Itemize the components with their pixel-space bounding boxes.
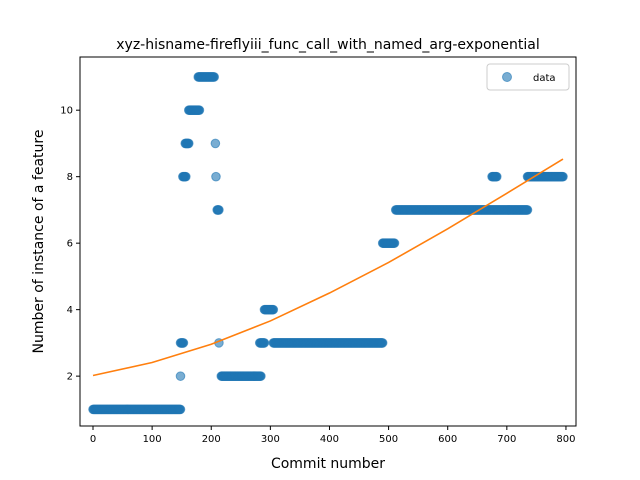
plot-area xyxy=(80,57,576,426)
data-point xyxy=(491,171,502,182)
y-axis-ticks: 2 4 6 8 10 xyxy=(60,106,80,383)
legend-box xyxy=(486,63,570,91)
data-point xyxy=(194,105,205,115)
x-axis-ticks: 0 100 200 300 400 500 600 700 800 xyxy=(90,426,575,445)
x-tick-label: 0 xyxy=(90,434,96,445)
x-tick-label: 700 xyxy=(497,434,516,445)
data-point xyxy=(214,205,224,215)
data-points xyxy=(88,72,568,415)
chart-title: xyz-hisname-fireflyiii_func_call_with_na… xyxy=(116,37,540,53)
data-point xyxy=(209,72,219,82)
y-tick-label: 10 xyxy=(60,106,73,117)
x-tick-label: 800 xyxy=(556,434,575,445)
legend-label-data: data xyxy=(533,73,556,84)
data-point xyxy=(522,205,533,215)
x-tick-label: 500 xyxy=(379,434,398,445)
y-tick-label: 8 xyxy=(67,172,73,183)
fit-line-group xyxy=(92,158,564,377)
data-point xyxy=(558,171,568,182)
data-point xyxy=(389,238,400,248)
x-tick-label: 100 xyxy=(143,434,162,445)
data-point xyxy=(175,404,186,415)
data-point xyxy=(211,171,221,182)
legend-marker-data xyxy=(502,72,512,82)
x-tick-label: 200 xyxy=(202,434,221,445)
x-tick-label: 300 xyxy=(261,434,280,445)
data-point xyxy=(181,171,191,182)
data-point xyxy=(259,338,270,348)
y-axis-label: Number of instance of a feature xyxy=(31,130,47,354)
x-tick-label: 400 xyxy=(320,434,339,445)
fit-line xyxy=(92,158,564,377)
legend: data xyxy=(486,63,570,91)
x-tick-label: 600 xyxy=(438,434,457,445)
x-axis-label: Commit number xyxy=(271,456,385,472)
y-tick-label: 6 xyxy=(67,239,73,250)
y-tick-label: 4 xyxy=(67,305,73,316)
data-point xyxy=(256,371,266,381)
data-point xyxy=(183,138,194,149)
plot-frame xyxy=(79,56,577,427)
data-point xyxy=(377,338,388,348)
y-tick-label: 2 xyxy=(67,372,73,383)
data-point xyxy=(175,371,186,381)
data-point xyxy=(210,138,221,149)
data-point xyxy=(268,304,279,315)
data-point xyxy=(178,338,189,348)
